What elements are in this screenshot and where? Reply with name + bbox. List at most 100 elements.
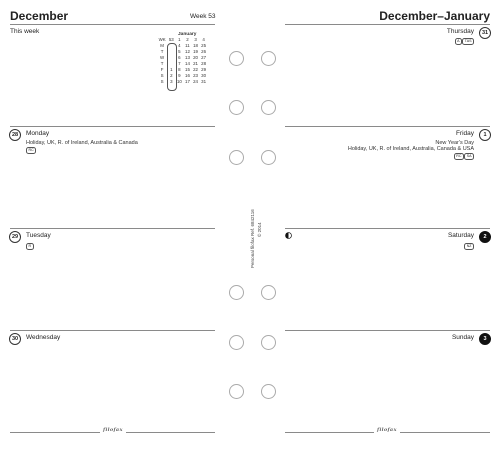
mini-calendar-cell: 27 — [201, 55, 207, 60]
day-number-badge: 30 — [9, 333, 21, 345]
mini-calendar-col-head: 3 — [194, 37, 197, 42]
day-note: New Year's Day — [435, 140, 474, 146]
mini-calendar-day: T — [160, 49, 164, 54]
mini-calendar-cell: 10 — [176, 79, 182, 84]
mini-calendar-day: W — [160, 55, 165, 60]
mini-calendar-cell: 7 — [178, 61, 181, 66]
mini-calendar-cell: 4 — [178, 43, 181, 48]
mini-calendar-wk-head: WK — [158, 37, 166, 42]
ring-hole — [261, 100, 276, 115]
mini-calendar-cell: 31 — [201, 79, 207, 84]
mini-calendar-cell: 21 — [193, 61, 198, 66]
mini-calendar-cell: 24 — [193, 79, 198, 84]
ring-hole — [261, 285, 276, 300]
mini-calendar-cell: 1 — [170, 67, 173, 72]
ring-hole — [229, 384, 244, 399]
mini-calendar-cell: 5 — [178, 49, 181, 54]
mini-calendar-col-head: 1 — [178, 37, 181, 42]
mini-calendar-month: January — [178, 32, 197, 37]
region-badge: RC — [26, 147, 37, 154]
mini-calendar-cell: 8 — [178, 67, 181, 72]
mini-calendar-cell: 14 — [185, 61, 190, 66]
mini-calendar-cell: 15 — [185, 67, 190, 72]
first-quarter-moon-icon — [285, 232, 292, 239]
day-number-badge: 28 — [9, 129, 21, 141]
region-badge: A — [454, 38, 462, 45]
mini-calendar-cell: 28 — [201, 61, 207, 66]
spine-ref-text: Personal filofax Ref. 6842116 — [250, 209, 255, 268]
ring-hole — [261, 384, 276, 399]
mini-calendar-cell: 30 — [201, 73, 207, 78]
mini-calendar-cell: 2 — [170, 73, 173, 78]
ring-hole — [229, 285, 244, 300]
mini-calendar-cell: 26 — [201, 49, 207, 54]
mini-calendar: WK 53 1 2 3 4 M 4 11 18 25 T 5 12 19 26 … — [157, 37, 208, 85]
filofax-logo: filofax — [100, 427, 126, 433]
day-rule — [285, 330, 490, 331]
region-badge: SA — [464, 153, 474, 160]
region-badge: TAS — [462, 38, 474, 45]
day-rule — [285, 228, 490, 229]
week-label: Week 53 — [190, 13, 216, 20]
region-badge: R — [26, 243, 34, 250]
day-name: Friday — [455, 130, 474, 137]
day-rule — [10, 228, 215, 229]
day-name: Thursday — [446, 28, 474, 35]
mini-calendar-cell: 17 — [185, 79, 190, 84]
ring-hole — [229, 51, 244, 66]
left-month-title: December — [10, 9, 69, 23]
mini-calendar-cell: 29 — [201, 67, 207, 72]
ring-hole — [229, 335, 244, 350]
day-name: Saturday — [447, 232, 474, 239]
right-month-title: December–January — [379, 9, 490, 23]
mini-calendar-col-head: 2 — [186, 37, 189, 42]
mini-calendar-cell: 18 — [193, 43, 198, 48]
mini-calendar-cell: 3 — [170, 79, 173, 84]
ring-hole — [261, 51, 276, 66]
mini-calendar-day: S — [160, 79, 164, 84]
day-note: Holiday, UK, R. of Ireland, Australia & … — [26, 140, 138, 146]
mini-calendar-cell: 20 — [193, 55, 198, 60]
mini-calendar-cell: 22 — [193, 67, 198, 72]
mini-calendar-cell: 23 — [193, 73, 198, 78]
spine-copyright: © 2014 — [257, 222, 262, 237]
ring-hole — [229, 150, 244, 165]
ring-hole — [229, 100, 244, 115]
mini-calendar-cell: 9 — [178, 73, 181, 78]
mini-calendar-day: M — [160, 43, 164, 48]
mini-calendar-day: F — [160, 67, 164, 72]
day-number-badge: 3 — [479, 333, 491, 345]
day-note-holiday: Holiday, UK, R. of Ireland, Australia, C… — [347, 146, 474, 152]
mini-calendar-wk-num: 53 — [168, 37, 174, 42]
day-name: Monday — [26, 130, 50, 137]
day-rule — [285, 126, 490, 127]
day-name: Sunday — [451, 334, 474, 341]
day-number-badge: 29 — [9, 231, 21, 243]
day-number-badge: 2 — [479, 231, 491, 243]
day-number-badge: 31 — [479, 27, 491, 39]
mini-calendar-cell: 13 — [185, 55, 190, 60]
mini-calendar-cell: 12 — [185, 49, 190, 54]
ring-hole — [261, 335, 276, 350]
day-name: Tuesday — [26, 232, 51, 239]
mini-calendar-cell: 19 — [193, 49, 198, 54]
mini-calendar-col-head: 4 — [202, 37, 205, 42]
right-header-rule — [285, 24, 490, 25]
day-rule — [10, 330, 215, 331]
mini-calendar-day: T — [160, 61, 164, 66]
mini-calendar-day: S — [160, 73, 164, 78]
mini-calendar-cell: 25 — [201, 43, 207, 48]
left-header-rule — [10, 24, 215, 25]
region-badge: NZ — [464, 243, 474, 250]
mini-calendar-cell: 6 — [178, 55, 181, 60]
this-week-label: This week — [10, 28, 40, 35]
filofax-logo: filofax — [374, 427, 400, 433]
mini-calendar-cell: 16 — [185, 73, 190, 78]
current-week-highlight — [167, 43, 177, 91]
region-badge: RC — [453, 153, 464, 160]
mini-calendar-cell: 11 — [185, 43, 190, 48]
day-rule — [10, 126, 215, 127]
day-name: Wednesday — [26, 334, 61, 341]
day-number-badge: 1 — [479, 129, 491, 141]
ring-hole — [261, 150, 276, 165]
